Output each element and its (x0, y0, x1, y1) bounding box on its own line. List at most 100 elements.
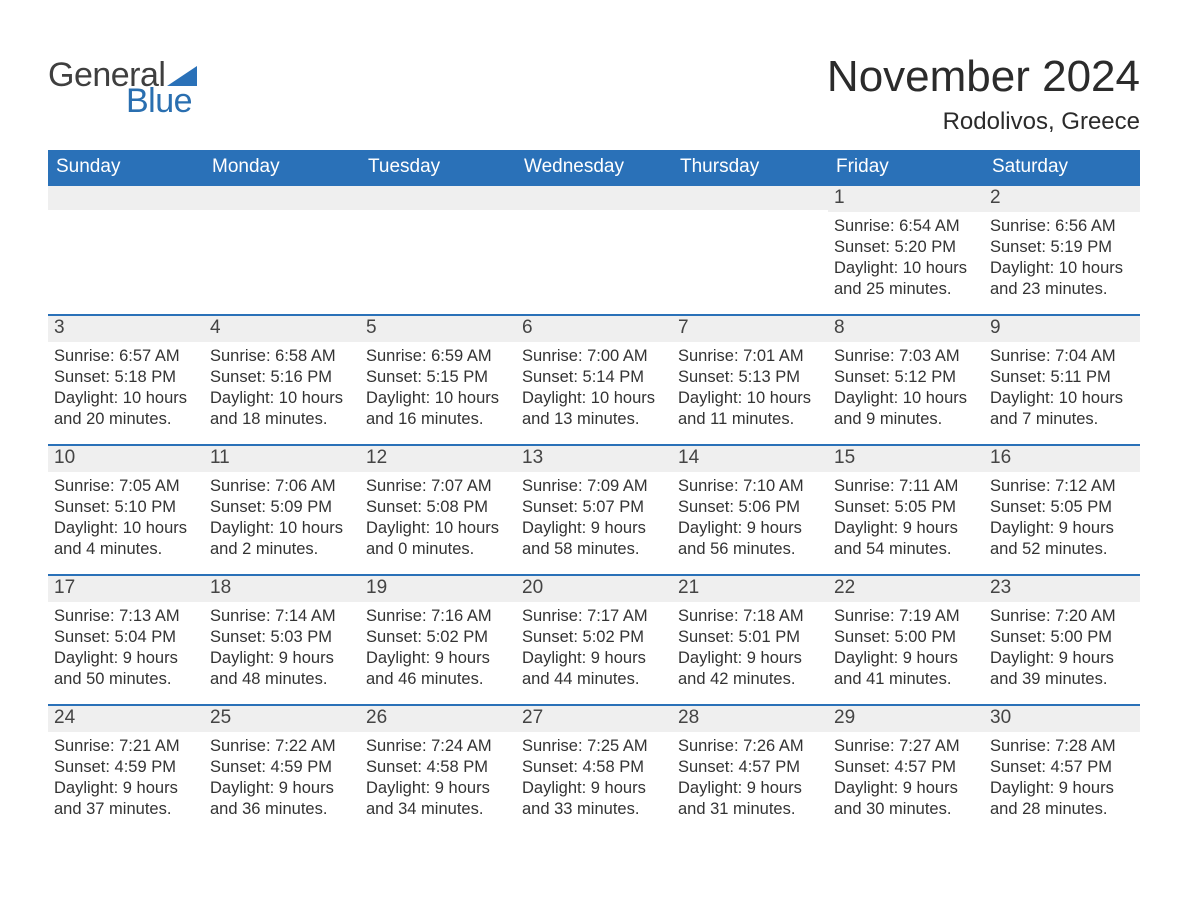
day-details: Sunrise: 7:07 AMSunset: 5:08 PMDaylight:… (360, 472, 516, 564)
day-detail-line: Sunrise: 6:59 AM (366, 346, 510, 367)
day-detail-line: Daylight: 9 hours (834, 778, 978, 799)
day-detail-line: Daylight: 10 hours (210, 388, 354, 409)
brand-word-blue: Blue (126, 84, 197, 118)
day-detail-line: and 25 minutes. (834, 279, 978, 300)
day-cell: 13Sunrise: 7:09 AMSunset: 5:07 PMDayligh… (516, 446, 672, 574)
week-row: 17Sunrise: 7:13 AMSunset: 5:04 PMDayligh… (48, 574, 1140, 704)
day-details: Sunrise: 7:04 AMSunset: 5:11 PMDaylight:… (984, 342, 1140, 434)
day-number: 5 (360, 316, 516, 342)
day-detail-line: Sunset: 5:08 PM (366, 497, 510, 518)
day-detail-line: Daylight: 9 hours (366, 778, 510, 799)
day-detail-line: Sunrise: 7:18 AM (678, 606, 822, 627)
day-detail-line: Sunset: 5:06 PM (678, 497, 822, 518)
day-details: Sunrise: 7:12 AMSunset: 5:05 PMDaylight:… (984, 472, 1140, 564)
day-details: Sunrise: 7:05 AMSunset: 5:10 PMDaylight:… (48, 472, 204, 564)
day-number: 25 (204, 706, 360, 732)
day-number: 29 (828, 706, 984, 732)
day-detail-line: Sunset: 5:02 PM (366, 627, 510, 648)
day-detail-line: and 46 minutes. (366, 669, 510, 690)
day-details: Sunrise: 6:54 AMSunset: 5:20 PMDaylight:… (828, 212, 984, 304)
day-detail-line: Sunrise: 7:13 AM (54, 606, 198, 627)
day-number (516, 186, 672, 210)
day-detail-line: Daylight: 9 hours (210, 778, 354, 799)
day-details (48, 210, 204, 218)
day-details: Sunrise: 7:01 AMSunset: 5:13 PMDaylight:… (672, 342, 828, 434)
day-detail-line: Sunrise: 7:24 AM (366, 736, 510, 757)
brand-logo: General Blue (48, 30, 197, 118)
day-detail-line: Sunrise: 7:25 AM (522, 736, 666, 757)
day-number: 2 (984, 186, 1140, 212)
day-number: 26 (360, 706, 516, 732)
day-cell: 25Sunrise: 7:22 AMSunset: 4:59 PMDayligh… (204, 706, 360, 834)
day-detail-line: Daylight: 9 hours (990, 778, 1134, 799)
day-number: 4 (204, 316, 360, 342)
day-cell: 18Sunrise: 7:14 AMSunset: 5:03 PMDayligh… (204, 576, 360, 704)
day-detail-line: Sunrise: 7:07 AM (366, 476, 510, 497)
day-number: 3 (48, 316, 204, 342)
day-details: Sunrise: 7:19 AMSunset: 5:00 PMDaylight:… (828, 602, 984, 694)
day-details: Sunrise: 7:16 AMSunset: 5:02 PMDaylight:… (360, 602, 516, 694)
day-number: 23 (984, 576, 1140, 602)
weekday-header: Monday (204, 150, 360, 184)
day-detail-line: Daylight: 10 hours (54, 518, 198, 539)
day-detail-line: Sunrise: 7:21 AM (54, 736, 198, 757)
day-detail-line: and 50 minutes. (54, 669, 198, 690)
day-number: 22 (828, 576, 984, 602)
day-cell: 27Sunrise: 7:25 AMSunset: 4:58 PMDayligh… (516, 706, 672, 834)
day-detail-line: Daylight: 9 hours (54, 778, 198, 799)
day-detail-line: Sunset: 5:11 PM (990, 367, 1134, 388)
day-detail-line: Sunset: 5:02 PM (522, 627, 666, 648)
day-cell: 23Sunrise: 7:20 AMSunset: 5:00 PMDayligh… (984, 576, 1140, 704)
weekday-header: Sunday (48, 150, 204, 184)
day-detail-line: and 58 minutes. (522, 539, 666, 560)
weekday-header: Thursday (672, 150, 828, 184)
day-detail-line: and 20 minutes. (54, 409, 198, 430)
day-detail-line: Daylight: 9 hours (990, 518, 1134, 539)
day-detail-line: Sunset: 5:04 PM (54, 627, 198, 648)
day-details: Sunrise: 7:00 AMSunset: 5:14 PMDaylight:… (516, 342, 672, 434)
day-number (360, 186, 516, 210)
day-number: 18 (204, 576, 360, 602)
day-details: Sunrise: 7:06 AMSunset: 5:09 PMDaylight:… (204, 472, 360, 564)
day-cell: 7Sunrise: 7:01 AMSunset: 5:13 PMDaylight… (672, 316, 828, 444)
day-number: 13 (516, 446, 672, 472)
day-detail-line: and 31 minutes. (678, 799, 822, 820)
day-detail-line: Sunset: 5:05 PM (990, 497, 1134, 518)
day-detail-line: Sunset: 5:10 PM (54, 497, 198, 518)
weeks-container: 1Sunrise: 6:54 AMSunset: 5:20 PMDaylight… (48, 184, 1140, 834)
day-details: Sunrise: 7:18 AMSunset: 5:01 PMDaylight:… (672, 602, 828, 694)
day-detail-line: and 30 minutes. (834, 799, 978, 820)
day-detail-line: and 56 minutes. (678, 539, 822, 560)
day-details: Sunrise: 7:26 AMSunset: 4:57 PMDaylight:… (672, 732, 828, 824)
day-details: Sunrise: 7:14 AMSunset: 5:03 PMDaylight:… (204, 602, 360, 694)
day-detail-line: and 48 minutes. (210, 669, 354, 690)
day-number: 28 (672, 706, 828, 732)
title-block: November 2024 Rodolivos, Greece (827, 30, 1140, 146)
day-detail-line: Daylight: 9 hours (54, 648, 198, 669)
day-detail-line: and 41 minutes. (834, 669, 978, 690)
day-cell: 21Sunrise: 7:18 AMSunset: 5:01 PMDayligh… (672, 576, 828, 704)
day-details: Sunrise: 6:59 AMSunset: 5:15 PMDaylight:… (360, 342, 516, 434)
day-details: Sunrise: 7:21 AMSunset: 4:59 PMDaylight:… (48, 732, 204, 824)
day-detail-line: Sunset: 4:58 PM (522, 757, 666, 778)
day-detail-line: and 39 minutes. (990, 669, 1134, 690)
day-cell: 26Sunrise: 7:24 AMSunset: 4:58 PMDayligh… (360, 706, 516, 834)
day-detail-line: Sunset: 5:01 PM (678, 627, 822, 648)
day-number: 7 (672, 316, 828, 342)
day-number: 20 (516, 576, 672, 602)
day-detail-line: Daylight: 9 hours (834, 648, 978, 669)
day-cell: 19Sunrise: 7:16 AMSunset: 5:02 PMDayligh… (360, 576, 516, 704)
day-number: 11 (204, 446, 360, 472)
day-details: Sunrise: 7:20 AMSunset: 5:00 PMDaylight:… (984, 602, 1140, 694)
day-cell (48, 186, 204, 314)
weekday-header: Tuesday (360, 150, 516, 184)
day-detail-line: Sunrise: 7:20 AM (990, 606, 1134, 627)
day-cell: 10Sunrise: 7:05 AMSunset: 5:10 PMDayligh… (48, 446, 204, 574)
day-detail-line: Sunrise: 7:01 AM (678, 346, 822, 367)
day-cell: 6Sunrise: 7:00 AMSunset: 5:14 PMDaylight… (516, 316, 672, 444)
day-cell: 4Sunrise: 6:58 AMSunset: 5:16 PMDaylight… (204, 316, 360, 444)
calendar-page: General Blue November 2024 Rodolivos, Gr… (0, 0, 1188, 874)
day-detail-line: Daylight: 10 hours (522, 388, 666, 409)
day-cell: 5Sunrise: 6:59 AMSunset: 5:15 PMDaylight… (360, 316, 516, 444)
day-number (204, 186, 360, 210)
